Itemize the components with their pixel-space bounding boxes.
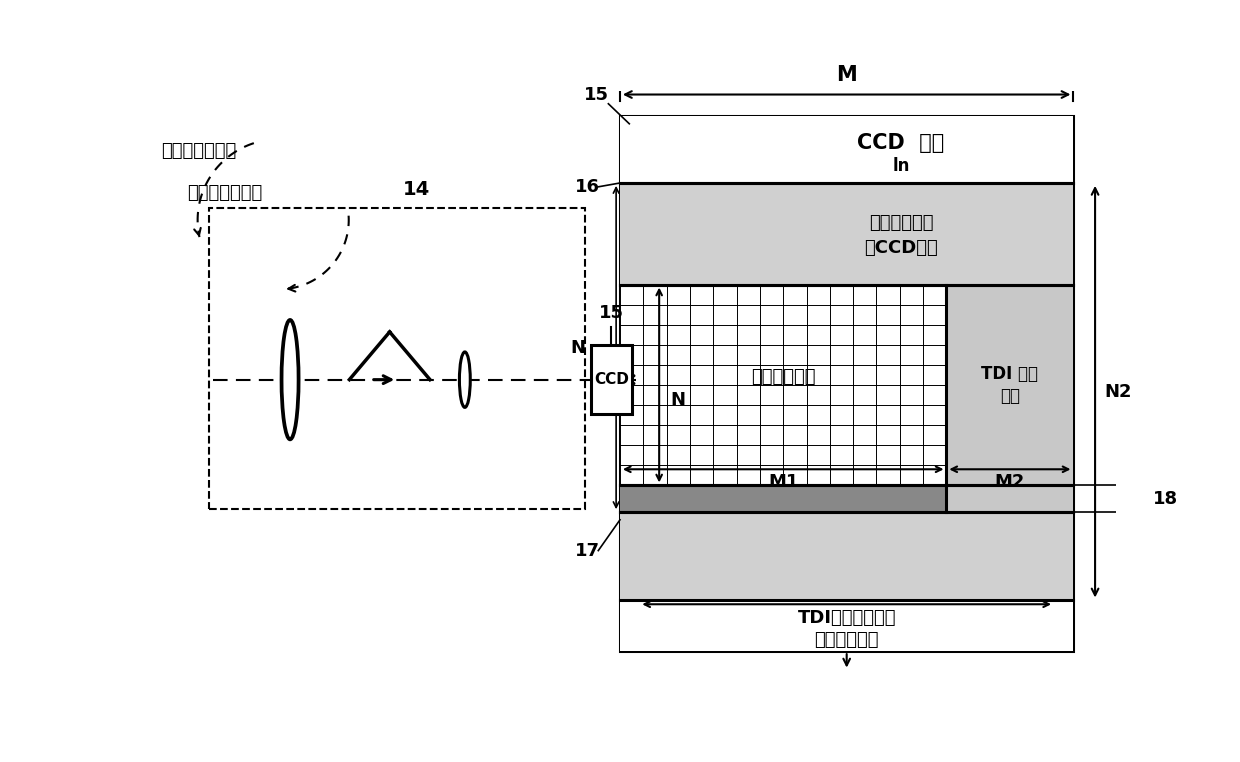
Bar	[946, 485, 1074, 512]
Bar	[620, 116, 1074, 652]
Ellipse shape	[281, 320, 299, 440]
Text: M: M	[836, 66, 857, 85]
Text: 15: 15	[584, 85, 609, 104]
Text: N2: N2	[1105, 383, 1132, 401]
Text: 18: 18	[1153, 490, 1178, 507]
Text: TDI 像素: TDI 像素	[981, 365, 1038, 383]
Bar	[591, 345, 631, 415]
Text: N: N	[570, 338, 585, 357]
Bar	[620, 600, 1074, 652]
Text: TDI运动补偿方向: TDI运动补偿方向	[797, 609, 897, 627]
Text: N: N	[671, 392, 686, 409]
Bar	[620, 285, 946, 485]
Text: 转塔逆时针扫描: 转塔逆时针扫描	[187, 184, 263, 202]
Text: 17: 17	[575, 542, 600, 559]
Text: 成像像素区域: 成像像素区域	[751, 368, 816, 386]
Bar	[210, 209, 585, 509]
Text: M1: M1	[768, 472, 799, 491]
Text: ln: ln	[893, 158, 910, 175]
Text: CCD: CCD	[594, 372, 629, 387]
Bar	[620, 512, 1074, 600]
Text: 的CCD区域: 的CCD区域	[864, 239, 937, 257]
Text: 区域: 区域	[999, 387, 1021, 405]
Bar	[620, 485, 946, 512]
Text: 转塔扫描方向: 转塔扫描方向	[815, 631, 879, 648]
Text: CCD  摄像: CCD 摄像	[858, 133, 945, 153]
Bar	[620, 116, 1074, 183]
Bar	[946, 285, 1074, 485]
Text: 15: 15	[599, 304, 624, 322]
Text: M2: M2	[994, 472, 1025, 491]
Text: 14: 14	[402, 181, 429, 199]
Text: 光学镜头覆盖: 光学镜头覆盖	[869, 214, 934, 232]
Text: 16: 16	[575, 178, 600, 196]
Text: 转塔顺时针扫描: 转塔顺时针扫描	[161, 142, 237, 160]
Bar	[620, 183, 1074, 285]
Ellipse shape	[459, 352, 470, 408]
